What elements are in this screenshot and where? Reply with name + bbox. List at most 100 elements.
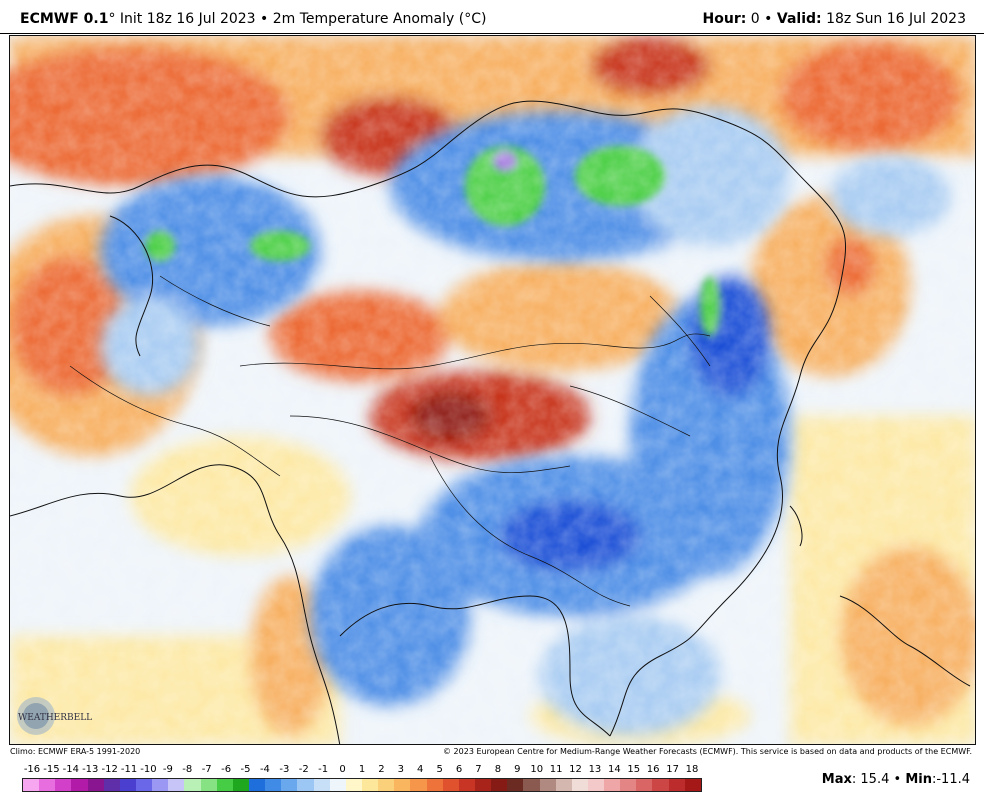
colorbar-swatch [103,779,120,791]
colorbar-swatch [184,779,201,791]
logo-text: WEATHERBELL [18,713,92,723]
colorbar-swatch [587,779,605,791]
colorbar-tick-label: -1 [318,764,329,775]
colorbar-swatch [539,779,556,791]
climo-note: Climo: ECMWF ERA-5 1991-2020 [10,747,141,756]
colorbar-legend: -16 -15 -14 -13 -12 -11 -10 -9 -8 -7 -6 -5 -4 -3 -2 -1 0… [22,764,702,794]
colorbar-tick-label: -2 [298,764,309,775]
colorbar-swatch [39,779,56,791]
colorbar-tick-label: -4 [259,764,270,775]
colorbar-tick-label: -6 [221,764,232,775]
colorbar-swatch [684,779,701,791]
colorbar-tick-label: -16 [23,764,41,775]
colorbar-tick-label: 1 [358,764,366,775]
colorbar-swatch [23,779,40,791]
colorbar-swatch [119,779,136,791]
degree-sign: ° [108,11,116,27]
colorbar-tick-label: -3 [279,764,290,775]
colorbar-swatch [248,779,266,791]
colorbar-swatch [265,779,282,791]
colorbar-swatch [345,779,362,791]
temperature-anomaly-map[interactable] [9,35,976,745]
colorbar-swatch [571,779,588,791]
valid-label: Valid: [776,11,822,27]
init-time: Init 18z 16 Jul 2023 [119,11,256,27]
coastlines [10,100,971,744]
colorbar-tick-label: -5 [240,764,251,775]
colorbar-tick-label: -7 [201,764,212,775]
colorbar-tick-label: 8 [494,764,502,775]
colorbar-tick-label: 16 [646,764,660,775]
colorbar-tick-label: 17 [666,764,679,775]
colorbar-swatch [458,779,475,791]
colorbar-tick-label: -12 [101,764,118,775]
colorbar-tick-label: 4 [417,764,424,775]
map-title: ECMWF 0.1° Init 18z 16 Jul 2023 • 2m Tem… [20,11,486,27]
colorbar-tick-label: -8 [182,764,193,775]
colorbar-swatch [361,779,379,791]
product-name: 2m Temperature Anomaly (°C) [272,11,487,27]
colorbar-tick-label: -14 [62,764,79,775]
colorbar-swatch [604,779,621,791]
copyright-note: © 2023 European Centre for Medium-Range … [443,747,972,756]
valid-time: Hour: 0 • Valid: 18z Sun 16 Jul 2023 [703,11,966,27]
colorbar-swatch [71,779,88,791]
colorbar-tick-label: 3 [397,764,404,775]
colorbar-tick-label: -15 [43,764,60,775]
colorbar-swatch [87,779,104,791]
colorbar-tick-label: 10 [530,764,544,775]
colorbar-tick-label: 7 [475,764,482,775]
colorbar-tick-label: 18 [685,764,699,775]
colorbar-swatch [329,779,346,791]
colorbar-swatch [442,779,459,791]
borders [69,275,711,607]
colorbar-swatch [232,779,249,791]
colorbar-tick-label: 5 [436,764,443,775]
colorbar-swatch [313,779,330,791]
colorbar-tick-label: 2 [378,764,385,775]
colorbar-swatch [523,779,540,791]
colorbar-swatch [410,779,427,791]
colorbar-swatch [394,779,411,791]
colorbar-tick-label: -11 [120,764,138,775]
header: ECMWF 0.1° Init 18z 16 Jul 2023 • 2m Tem… [0,0,984,34]
valid-value: 18z Sun 16 Jul 2023 [826,11,966,27]
colorbar-swatch [281,779,298,791]
colorbar-tick-label: 6 [455,764,463,775]
maxmin-bullet: • [893,772,902,787]
colorbar-tick-label: 13 [588,764,602,775]
colorbar-swatch [620,779,637,791]
colorbar-tick-label: 14 [607,764,621,775]
colorbar-tick-label: -10 [140,764,157,775]
hour-value: 0 [750,11,760,27]
model-name: ECMWF 0.1 [20,11,109,27]
colorbar-swatch [474,779,492,791]
colorbar-swatch [152,779,169,791]
colorbar-tick-label: 0 [339,764,346,775]
colorbar-swatch [216,779,233,791]
colorbar-tick-label: 12 [569,764,582,775]
max-min-readout: Max: 15.4 • Min:-11.4 [821,772,970,787]
colorbar-swatch [200,779,217,791]
max-label: Max [821,772,852,787]
colorbar-tick-label: -13 [82,764,99,775]
colorbar-swatch [135,779,153,791]
min-value: -11.4 [936,772,970,787]
colorbar-swatch [507,779,524,791]
colorbar-swatch [491,779,508,791]
colorbar-swatch [668,779,685,791]
title-bullet: • [260,11,269,27]
colorbar-swatch [55,779,72,791]
weatherbell-logo: WEATHERBELL [14,693,104,739]
map-canvas [10,36,975,744]
colorbar-swatch [636,779,653,791]
logo-mark: WEATHERBELL [17,697,92,735]
hour-label: Hour: [702,11,747,27]
colorbar-strip [22,778,702,792]
colorbar-tick-label: 9 [514,764,521,775]
colorbar-tick-label: 15 [627,764,641,775]
colorbar-swatch [652,779,669,791]
valid-bullet: • [764,11,773,27]
colorbar-swatch [297,779,314,791]
colorbar-swatch [426,779,443,791]
